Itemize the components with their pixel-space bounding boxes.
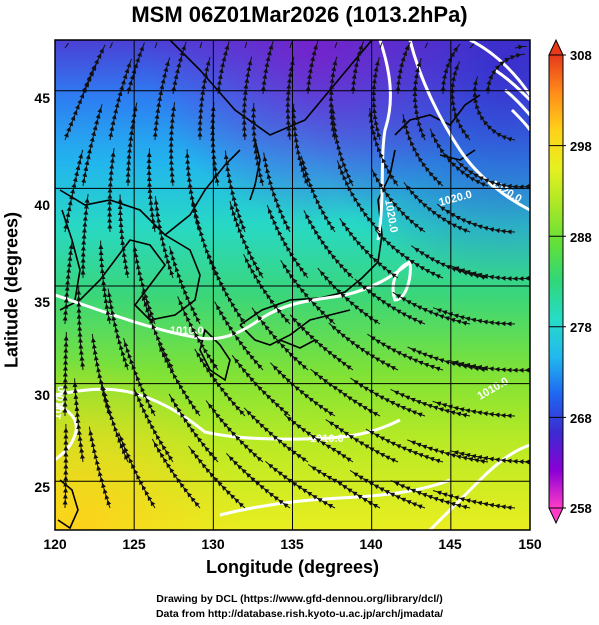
colorbar-max-triangle	[548, 38, 564, 56]
wind-streamline	[379, 42, 383, 49]
colorbar: 308 298 288 278 268 258	[548, 38, 592, 525]
plot-frame	[54, 39, 531, 531]
y-tick-label: 35	[34, 294, 50, 310]
colorbar-tick-label: 308	[570, 48, 592, 63]
wind-streamline	[81, 104, 103, 187]
isobar-label: 1010.0	[170, 325, 204, 337]
wind-streamline	[107, 288, 130, 371]
map-title: MSM 06Z01Mar2026 (1013.2hPa)	[131, 2, 468, 27]
wind-streamline	[152, 57, 171, 141]
y-axis-ticks: 25 30 35 40 45	[34, 90, 50, 495]
wind-streamlines	[62, 40, 530, 511]
y-tick-label: 45	[34, 90, 50, 106]
wind-streamline	[64, 42, 69, 49]
wind-streamline	[350, 41, 364, 95]
colorbar-tick-label: 298	[570, 139, 592, 154]
wind-streamline	[108, 58, 132, 141]
wind-streamline	[469, 43, 475, 49]
wind-streamline	[455, 159, 530, 190]
colorbar-tick-label: 288	[570, 230, 592, 245]
wind-streamline	[63, 149, 84, 233]
x-tick-label: 140	[359, 536, 383, 552]
colorbar-tick-label: 258	[570, 501, 592, 516]
wind-streamline	[76, 286, 86, 371]
wind-streamline	[80, 194, 90, 278]
wind-streamline	[62, 424, 69, 509]
y-tick-label: 30	[34, 387, 50, 403]
wind-streamline	[63, 62, 98, 141]
wind-streamline	[146, 148, 157, 233]
wind-streamline	[449, 360, 530, 373]
wind-streamline	[395, 41, 411, 95]
wind-streamline	[117, 194, 130, 279]
wind-streamline	[107, 148, 116, 233]
wind-streamline	[197, 56, 211, 140]
wind-streamline	[449, 450, 530, 465]
wind-streamline	[260, 40, 274, 95]
wind-streamline	[72, 378, 86, 463]
wind-streamline	[62, 331, 69, 416]
colorbar-tick-label: 278	[570, 320, 592, 335]
credit-drawing: Drawing by DCL (https://www.gfd-dennou.o…	[156, 593, 443, 605]
y-axis-title: Latitude (degrees)	[1, 211, 22, 369]
wind-streamline	[449, 61, 471, 141]
wind-streamline	[285, 56, 295, 141]
x-tick-label: 150	[518, 536, 542, 552]
wind-streamline	[334, 42, 338, 49]
wind-streamline	[289, 42, 293, 49]
wind-streamline	[168, 102, 176, 187]
wind-streamline	[244, 42, 248, 49]
wind-streamline	[154, 42, 158, 49]
credit-data-source: Data from http://database.rish.kyoto-u.a…	[155, 608, 444, 620]
wind-streamline	[153, 196, 175, 279]
x-tick-label: 135	[280, 536, 304, 552]
x-tick-label: 130	[201, 536, 225, 552]
wind-streamline	[432, 490, 516, 511]
x-axis-ticks: 120 125 130 135 140 145 150	[43, 536, 542, 552]
wind-streamline	[215, 41, 230, 95]
wind-streamline	[450, 265, 530, 282]
wind-streamline	[62, 240, 74, 325]
wind-streamline	[514, 44, 527, 50]
colorbar-tick-label: 268	[570, 411, 592, 426]
wind-streamline	[424, 42, 429, 49]
y-tick-label: 25	[34, 479, 50, 495]
wind-streamline	[199, 42, 203, 49]
x-tick-label: 145	[438, 536, 462, 552]
x-axis-title: Longitude (degrees)	[205, 557, 379, 577]
isobar-label: 1010.0	[310, 433, 344, 445]
wind-streamline	[432, 400, 516, 419]
wind-streamline	[250, 102, 265, 187]
wind-streamline	[432, 307, 516, 327]
wind-streamline	[171, 41, 187, 95]
colorbar-min-triangle	[548, 507, 564, 525]
wind-streamline	[88, 426, 112, 509]
wind-streamline	[241, 56, 253, 141]
x-tick-label: 120	[43, 536, 67, 552]
x-tick-label: 125	[122, 536, 146, 552]
wind-streamline	[440, 43, 461, 95]
wind-streamline	[436, 203, 516, 235]
y-tick-label: 40	[34, 197, 50, 213]
wind-streamline	[305, 40, 319, 95]
wind-streamline	[118, 432, 156, 509]
wind-streamline	[109, 42, 113, 49]
